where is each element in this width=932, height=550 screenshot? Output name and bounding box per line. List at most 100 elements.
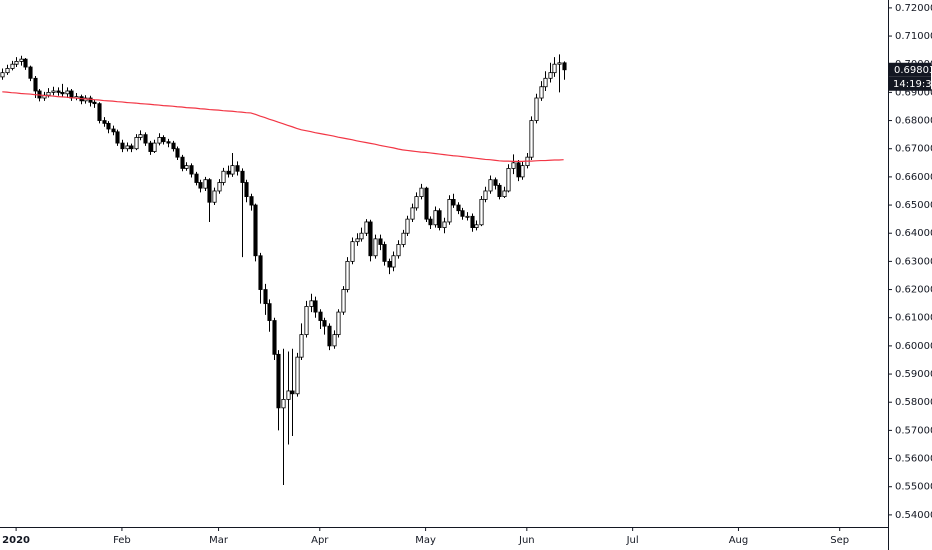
candle-body	[405, 218, 410, 234]
candle-body	[313, 300, 318, 313]
candle-body	[97, 103, 102, 121]
candle-body	[511, 162, 516, 169]
candle-body	[65, 90, 70, 95]
candle-body	[506, 168, 511, 192]
candle-body	[350, 241, 355, 262]
candle-body	[488, 179, 493, 192]
candle-body	[258, 255, 263, 290]
candle-body	[336, 311, 341, 336]
candle-body	[171, 142, 176, 150]
moving-average-line	[2, 91, 564, 162]
candle-body	[267, 303, 272, 321]
candle-body	[497, 184, 502, 198]
candle-body	[60, 91, 65, 95]
candle-body	[175, 148, 180, 158]
candle-body	[166, 141, 171, 144]
candle-body	[0, 72, 5, 78]
candle-body	[552, 63, 557, 74]
candle-body	[465, 215, 470, 218]
candle-body	[240, 170, 245, 183]
candle-body	[396, 244, 401, 257]
candle-body	[46, 91, 51, 96]
candle-body	[5, 68, 10, 74]
candle-body	[295, 356, 300, 395]
candle-body	[69, 90, 74, 99]
candle-body	[92, 101, 97, 105]
candle-body	[479, 199, 484, 226]
candle-body	[272, 320, 277, 355]
candle-body	[14, 61, 19, 65]
candle-body	[387, 260, 392, 268]
candle-body	[345, 260, 350, 290]
candle-body	[221, 170, 226, 183]
candle-body	[520, 165, 525, 178]
x-tick-label: Sep	[830, 535, 849, 546]
candle-body	[249, 196, 254, 206]
candle-body	[23, 58, 28, 68]
candle-body	[184, 165, 189, 169]
candle-body	[474, 224, 479, 228]
candle-body	[304, 306, 309, 336]
candle-body	[368, 221, 373, 257]
candle-body	[332, 334, 337, 347]
candle-body	[138, 134, 143, 138]
candle-body	[276, 353, 281, 409]
candle-body	[437, 210, 442, 228]
candle-body	[88, 97, 93, 103]
y-tick-label: 0.72000	[895, 3, 932, 14]
candle-body	[263, 289, 268, 305]
candle-body	[134, 137, 139, 150]
candle-body	[327, 325, 332, 347]
x-tick-label: May	[415, 535, 436, 546]
candle-body	[373, 238, 378, 257]
candle-body	[382, 244, 387, 262]
x-tick-label: 2020	[2, 535, 30, 546]
candle-body	[364, 221, 369, 234]
candle-body	[424, 187, 429, 220]
candle-body	[543, 77, 548, 88]
candle-body	[235, 165, 240, 172]
candle-body	[534, 97, 539, 121]
candle-body	[286, 390, 291, 400]
candle-body	[428, 218, 433, 226]
countdown-label: 14:19:31	[893, 79, 932, 90]
x-tick-label: Jun	[518, 535, 535, 546]
candle-body	[253, 204, 258, 257]
candle-body	[483, 190, 488, 200]
candle-body	[28, 66, 33, 79]
candle-body	[309, 300, 314, 307]
candle-body	[281, 399, 286, 409]
candle-body	[143, 134, 148, 144]
candle-body	[120, 142, 125, 150]
candle-body	[115, 131, 120, 144]
candle-body	[401, 232, 406, 245]
candle-body	[217, 182, 222, 192]
candle-body	[529, 120, 534, 158]
candle-body	[102, 120, 107, 124]
candle-body	[194, 173, 199, 183]
candle-body	[111, 128, 116, 133]
candle-body	[125, 145, 130, 150]
candle-body	[19, 58, 24, 62]
candle-body	[539, 86, 544, 99]
candle-body	[410, 207, 415, 220]
x-tick-label: Mar	[209, 535, 229, 546]
candle-body	[290, 390, 295, 395]
candle-body	[355, 238, 360, 243]
candle-body	[299, 334, 304, 358]
candle-body	[33, 77, 38, 92]
candle-body	[180, 156, 185, 169]
x-tick-label: Aug	[729, 535, 749, 546]
candle-body	[148, 142, 153, 152]
